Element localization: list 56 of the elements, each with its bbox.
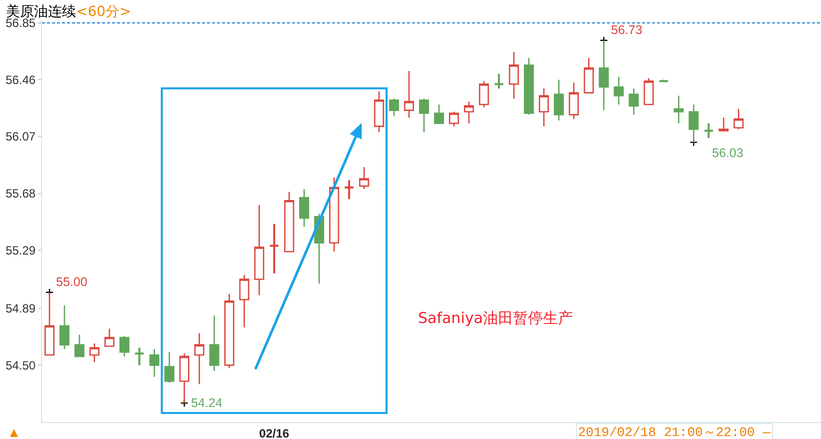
candlestick [134, 346, 145, 366]
annotation: 56.73 [611, 23, 642, 37]
candlestick [434, 104, 444, 124]
candlestick [268, 222, 280, 274]
candlestick [734, 108, 744, 130]
candlestick [389, 98, 400, 117]
candlestick [119, 335, 130, 358]
candlestick [149, 348, 160, 378]
candlestick [628, 88, 639, 116]
candlestick [329, 176, 340, 252]
candlestick [448, 111, 459, 127]
candlestick [538, 88, 549, 127]
text: 2019/02/18 21:00～22:00 — [578, 425, 771, 439]
candlestick [614, 76, 624, 106]
annotation: 56.03 [712, 146, 744, 160]
candlestick [224, 293, 234, 369]
candlestick [508, 51, 519, 100]
y-tick-label: 54.50 [6, 358, 36, 372]
candlestick [584, 57, 594, 94]
candlestick [568, 82, 579, 120]
candlestick [74, 334, 84, 358]
annotation: 55.00 [56, 275, 88, 289]
annotation: 54.24 [191, 396, 222, 410]
candlestick [239, 274, 250, 328]
candlestick [164, 351, 174, 384]
candlestick [494, 72, 504, 90]
candlestick [299, 188, 310, 228]
candlestick [194, 332, 204, 385]
candlestick [254, 204, 264, 296]
annotation: Safaniya油田暂停生产 [418, 309, 573, 327]
y-tick-label: 55.29 [6, 243, 36, 258]
candlestick [658, 78, 670, 82]
x-tick-label: 02/16 [259, 426, 290, 439]
candlestick [718, 116, 729, 132]
y-tick-label: 55.68 [6, 186, 36, 201]
candlestick [359, 166, 370, 190]
y-tick-label: 56.07 [6, 130, 36, 144]
candlestick [104, 328, 114, 347]
candlestick [464, 100, 474, 124]
y-tick-label: 54.89 [6, 302, 36, 316]
candlestick [644, 78, 654, 106]
candlestick [89, 342, 100, 363]
candlestick [478, 80, 489, 108]
candlestick [524, 57, 534, 116]
candlestick [59, 304, 70, 350]
y-tick-label: 56.46 [6, 72, 36, 87]
candlestick [404, 70, 414, 118]
candlestick [209, 315, 220, 372]
candlestick [284, 191, 294, 252]
candlestick [344, 179, 354, 200]
chart-subtitle: <60分> [76, 4, 132, 20]
candlestick [419, 98, 430, 133]
candlestick [554, 79, 564, 122]
candlestick [674, 95, 684, 124]
candlestick [374, 90, 384, 133]
candlestick [703, 122, 714, 139]
